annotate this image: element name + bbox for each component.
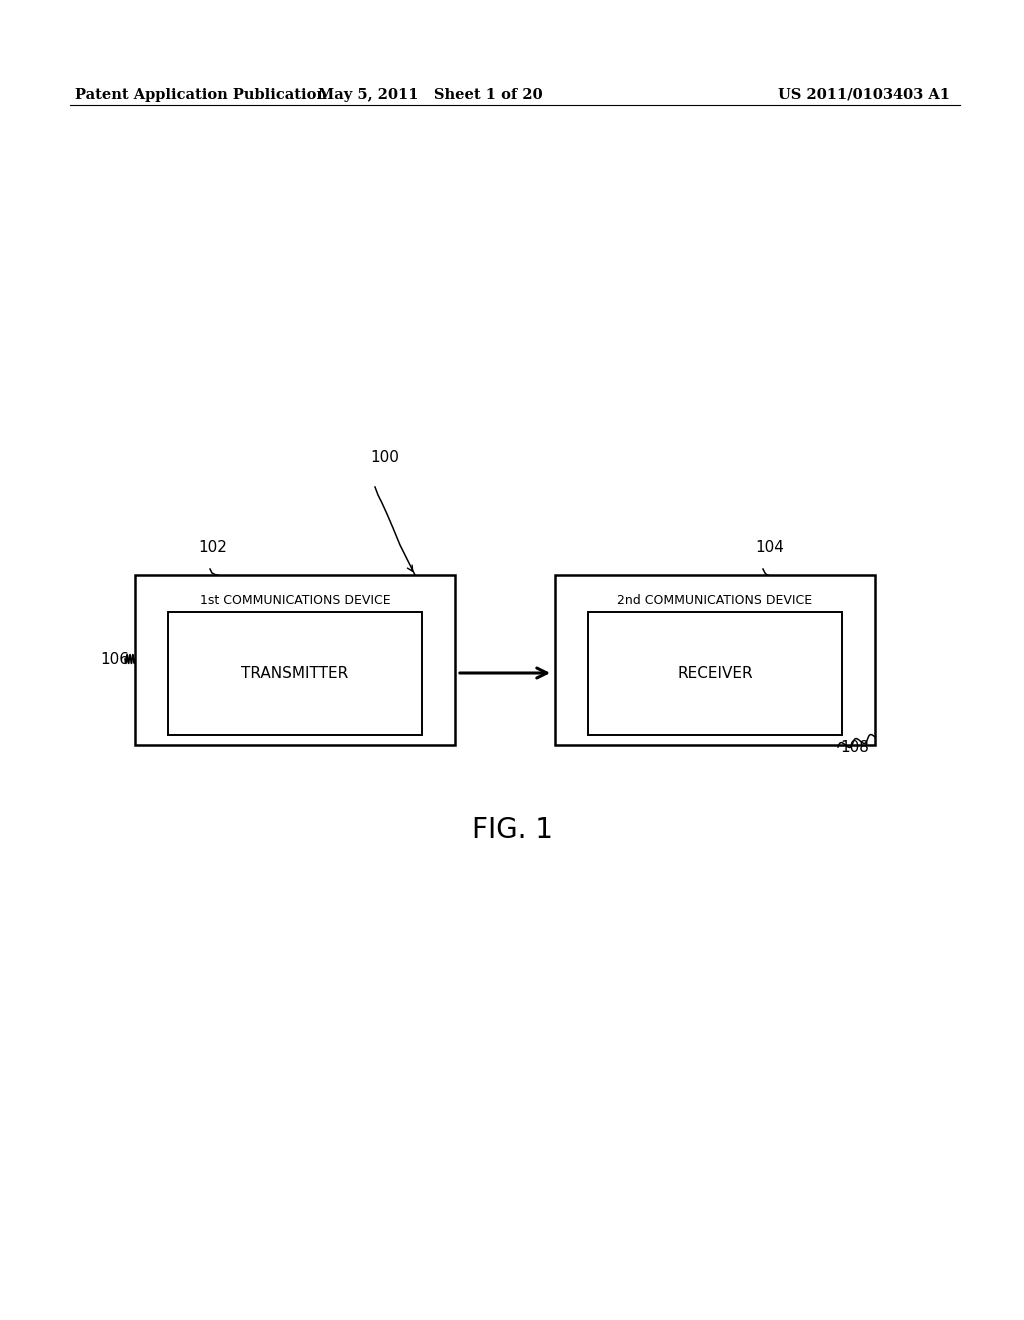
Text: 1st COMMUNICATIONS DEVICE: 1st COMMUNICATIONS DEVICE	[200, 594, 390, 607]
Text: May 5, 2011   Sheet 1 of 20: May 5, 2011 Sheet 1 of 20	[317, 88, 543, 102]
Text: 104: 104	[755, 540, 784, 554]
Text: TRANSMITTER: TRANSMITTER	[242, 665, 348, 681]
Text: RECEIVER: RECEIVER	[677, 665, 753, 681]
Text: 102: 102	[198, 540, 227, 554]
Text: 2nd COMMUNICATIONS DEVICE: 2nd COMMUNICATIONS DEVICE	[617, 594, 813, 607]
Text: 108: 108	[840, 739, 869, 755]
Text: Patent Application Publication: Patent Application Publication	[75, 88, 327, 102]
Text: US 2011/0103403 A1: US 2011/0103403 A1	[778, 88, 950, 102]
Text: 100: 100	[370, 450, 399, 465]
Text: 106: 106	[100, 652, 129, 667]
Text: FIG. 1: FIG. 1	[471, 816, 553, 843]
